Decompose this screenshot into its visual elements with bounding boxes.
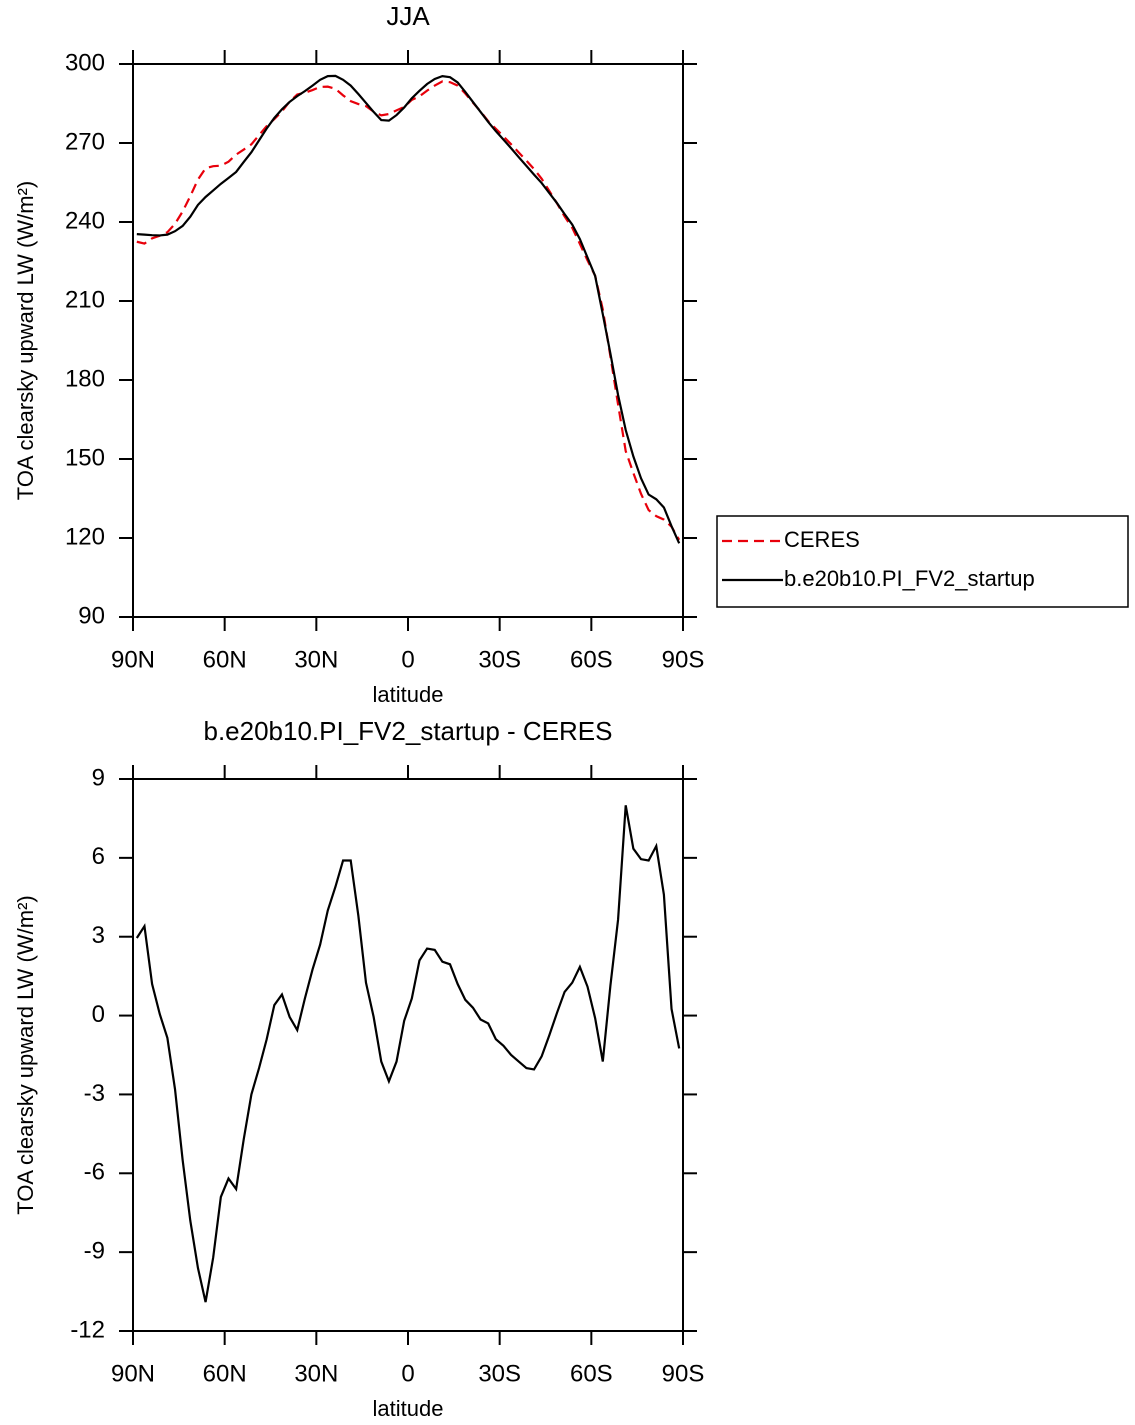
y-tick-label: 300 bbox=[65, 49, 105, 76]
y-tick-label: 6 bbox=[92, 843, 105, 870]
y-tick-label: -3 bbox=[84, 1080, 105, 1107]
x-tick-label: 90S bbox=[662, 646, 705, 673]
y-tick-label: -9 bbox=[84, 1237, 105, 1264]
y-tick-label: 240 bbox=[65, 207, 105, 234]
y-tick-label: 0 bbox=[92, 1001, 105, 1028]
y-tick-label: 9 bbox=[92, 764, 105, 791]
y-tick-label: 180 bbox=[65, 365, 105, 392]
y-tick-label: 120 bbox=[65, 523, 105, 550]
x-tick-label: 60N bbox=[203, 646, 247, 673]
y-tick-label: 150 bbox=[65, 444, 105, 471]
x-tick-label: 90N bbox=[111, 1360, 155, 1387]
y-axis-label: TOA clearsky upward LW (W/m²) bbox=[13, 895, 38, 1214]
y-tick-label: 210 bbox=[65, 286, 105, 313]
x-tick-label: 60S bbox=[570, 646, 613, 673]
x-tick-label: 30S bbox=[478, 1360, 521, 1387]
x-axis-label: latitude bbox=[373, 682, 444, 707]
chart-title: JJA bbox=[386, 1, 430, 31]
legend-label: b.e20b10.PI_FV2_startup bbox=[784, 566, 1035, 591]
y-tick-label: 90 bbox=[78, 602, 105, 629]
series-line bbox=[136, 80, 681, 541]
x-tick-label: 90N bbox=[111, 646, 155, 673]
x-axis-label: latitude bbox=[373, 1396, 444, 1421]
x-tick-label: 30N bbox=[294, 646, 338, 673]
y-axis-label: TOA clearsky upward LW (W/m²) bbox=[13, 181, 38, 500]
x-tick-label: 30N bbox=[294, 1360, 338, 1387]
x-tick-label: 90S bbox=[662, 1360, 705, 1387]
y-tick-label: 3 bbox=[92, 922, 105, 949]
x-tick-label: 60N bbox=[203, 1360, 247, 1387]
x-tick-label: 0 bbox=[401, 646, 414, 673]
x-tick-label: 60S bbox=[570, 1360, 613, 1387]
y-tick-label: -12 bbox=[70, 1316, 105, 1343]
chart-title: b.e20b10.PI_FV2_startup - CERES bbox=[203, 716, 612, 746]
legend-box bbox=[716, 515, 1129, 608]
plot-frame bbox=[132, 778, 684, 1332]
x-tick-label: 0 bbox=[401, 1360, 414, 1387]
legend-label: CERES bbox=[784, 527, 860, 552]
series-line bbox=[136, 74, 681, 544]
plot-frame bbox=[132, 63, 684, 618]
y-tick-label: -6 bbox=[84, 1159, 105, 1186]
x-tick-label: 30S bbox=[478, 646, 521, 673]
series-line bbox=[135, 805, 681, 1303]
y-tick-label: 270 bbox=[65, 128, 105, 155]
